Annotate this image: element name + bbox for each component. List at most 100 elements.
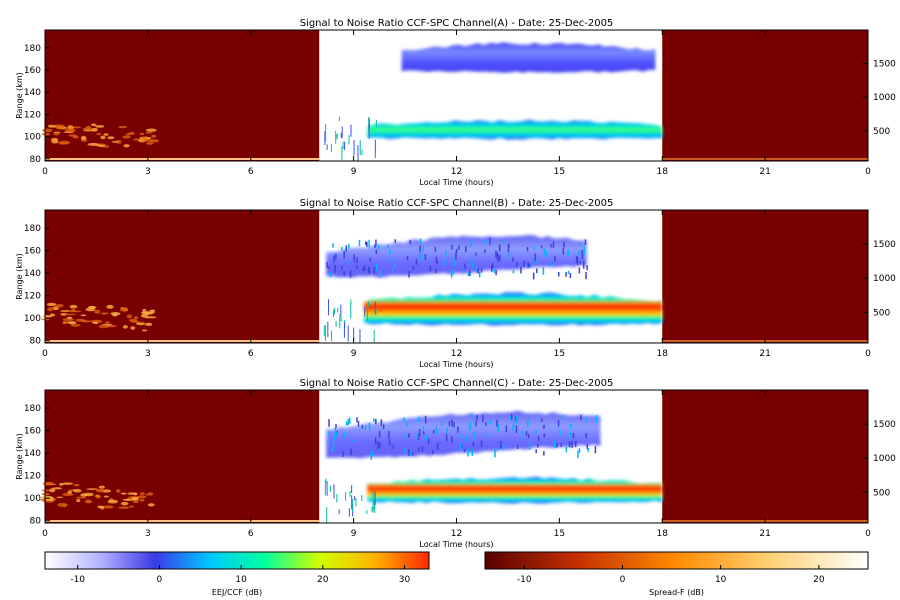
spreadf-echo	[89, 305, 95, 308]
echo-speck	[460, 434, 462, 439]
spreadf-echo	[106, 304, 114, 309]
spreadf-echo	[66, 316, 73, 320]
echo-speck	[445, 434, 448, 442]
echo-speck	[333, 255, 335, 263]
colorbar-tick-label: 20	[813, 575, 825, 585]
y2-tick-label: 1000	[873, 274, 896, 284]
echo-speck	[576, 256, 579, 265]
echo-speck	[358, 239, 361, 247]
echo-speck	[357, 420, 360, 427]
echo-speck	[427, 438, 430, 444]
x-tick-label: 6	[248, 529, 254, 539]
echo-speck	[434, 268, 437, 274]
echo-streak	[368, 125, 370, 139]
y-tick-label: 160	[24, 247, 41, 257]
echo-speck	[537, 443, 539, 448]
spreadf-echo	[130, 320, 140, 323]
echo-speck	[366, 241, 368, 248]
echo-speck	[453, 262, 456, 266]
spreadf-echo	[123, 144, 130, 148]
spreadf-echo	[139, 498, 145, 502]
echo-streak	[336, 494, 338, 503]
spreadf-echo	[68, 321, 77, 325]
spreadf-echo	[95, 125, 105, 128]
spreadf-echo	[59, 310, 72, 312]
echo-speck	[388, 439, 391, 446]
echo-speck	[422, 426, 425, 431]
echo-speck	[478, 271, 481, 278]
echo-speck	[567, 249, 569, 257]
spreadf-echo	[73, 483, 80, 487]
echo-speck	[408, 433, 410, 438]
spreadf-echo	[126, 314, 133, 319]
echo-speck	[446, 427, 448, 434]
colorbar-tick-label: 30	[399, 575, 411, 585]
echo-streak	[341, 146, 343, 161]
echo-speck	[328, 266, 330, 270]
echo-speck	[328, 440, 331, 445]
echo-speck	[421, 446, 424, 453]
echo-speck	[521, 430, 524, 435]
echo-speck	[408, 449, 410, 456]
echo-streak	[350, 302, 352, 319]
echo-region-lower	[367, 119, 663, 140]
echo-speck	[552, 241, 555, 248]
spreadf-echo	[58, 142, 68, 145]
x-tick-label: 9	[351, 167, 357, 177]
echo-speck	[472, 441, 475, 447]
spreadf-echo	[103, 505, 114, 509]
spreadf-echo	[92, 321, 99, 325]
spreadf-echo	[86, 488, 99, 490]
echo-speck	[465, 436, 468, 442]
echo-speck	[543, 424, 545, 429]
echo-speck	[485, 422, 487, 427]
spreadf-echo	[69, 304, 78, 309]
echo-speck	[473, 431, 475, 440]
echo-speck	[554, 255, 556, 262]
echo-streak	[338, 116, 340, 121]
echo-speck	[476, 266, 479, 273]
echo-streak	[343, 322, 345, 338]
spreadf-echo	[87, 142, 100, 146]
echo-speck	[562, 247, 565, 255]
echo-speck	[411, 451, 414, 456]
echo-speck	[536, 268, 538, 274]
echo-speck	[498, 244, 501, 252]
spreadf-echo	[122, 135, 131, 139]
echo-region-upper	[401, 42, 656, 73]
spreadf-echo	[62, 492, 74, 496]
echo-speck	[434, 246, 437, 252]
echo-speck	[362, 267, 365, 271]
y-tick-label: 80	[30, 517, 42, 527]
echo-speck	[586, 444, 589, 450]
spreadf-echo	[62, 318, 75, 321]
echo-streak	[340, 132, 342, 138]
echo-speck	[451, 420, 453, 427]
colorbar-tick-label: -10	[517, 575, 532, 585]
panel-a: Signal to Noise Ratio CCF-SPC Channel(A)…	[15, 18, 896, 187]
spreadf-echo	[130, 326, 136, 330]
echo-streak	[336, 133, 338, 139]
echo-speck	[377, 244, 380, 250]
echo-speck	[467, 448, 469, 457]
spreadf-baseline	[45, 340, 320, 342]
echo-speck	[364, 425, 367, 430]
spreadf-echo	[41, 132, 51, 136]
echo-speck	[341, 247, 343, 251]
echo-speck	[450, 436, 453, 443]
echo-speck	[424, 415, 427, 424]
echo-speck	[502, 238, 505, 244]
y-tick-label: 120	[24, 292, 41, 302]
echo-speck	[458, 245, 460, 251]
x-tick-label: 6	[248, 167, 254, 177]
spreadf-echo	[62, 482, 74, 485]
echo-speck	[534, 253, 537, 261]
echo-speck	[543, 433, 545, 438]
echo-speck	[562, 414, 564, 419]
spreadf-echo	[41, 128, 53, 133]
spreadf-echo	[118, 506, 130, 509]
spreadf-echo	[147, 503, 155, 507]
echo-speck	[369, 257, 371, 262]
echo-streak	[339, 314, 341, 329]
